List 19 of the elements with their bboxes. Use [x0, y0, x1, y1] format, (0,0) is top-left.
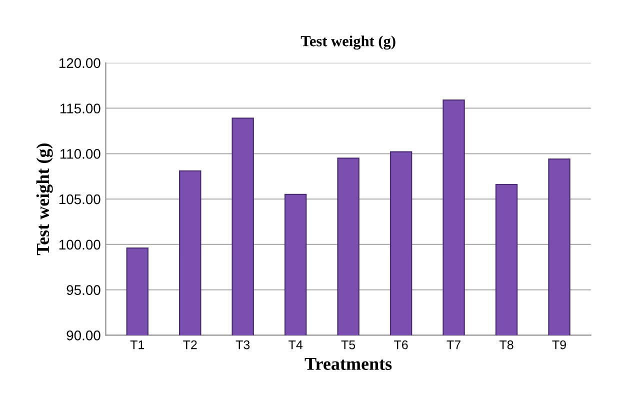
- x-axis-title: Treatments: [304, 358, 392, 370]
- x-tick-label: T7: [446, 340, 460, 350]
- chart-title: Test weight (g): [300, 36, 396, 50]
- x-tick-label: T1: [130, 340, 144, 350]
- x-tick-label: T4: [288, 340, 303, 350]
- y-tick-label: 105.00: [59, 194, 100, 204]
- x-tick-label: T2: [183, 340, 197, 350]
- x-tick-label: T8: [500, 340, 514, 350]
- y-tick-label: 95.00: [66, 285, 100, 295]
- y-tick-label: 115.00: [60, 104, 100, 114]
- x-tick-label: T9: [552, 340, 566, 350]
- y-tick-label: 120.00: [59, 58, 100, 68]
- y-tick-label: 110.00: [60, 148, 100, 159]
- y-axis-title: Test weight (g): [36, 143, 53, 256]
- x-tick-label: T6: [394, 340, 408, 350]
- y-tick-label: 100.00: [59, 240, 100, 250]
- x-tick-label: T5: [341, 340, 356, 350]
- x-tick-label: T3: [236, 340, 250, 350]
- y-tick-label: 90.00: [66, 330, 100, 340]
